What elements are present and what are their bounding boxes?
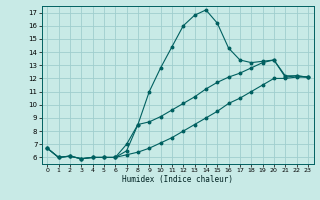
X-axis label: Humidex (Indice chaleur): Humidex (Indice chaleur) (122, 175, 233, 184)
